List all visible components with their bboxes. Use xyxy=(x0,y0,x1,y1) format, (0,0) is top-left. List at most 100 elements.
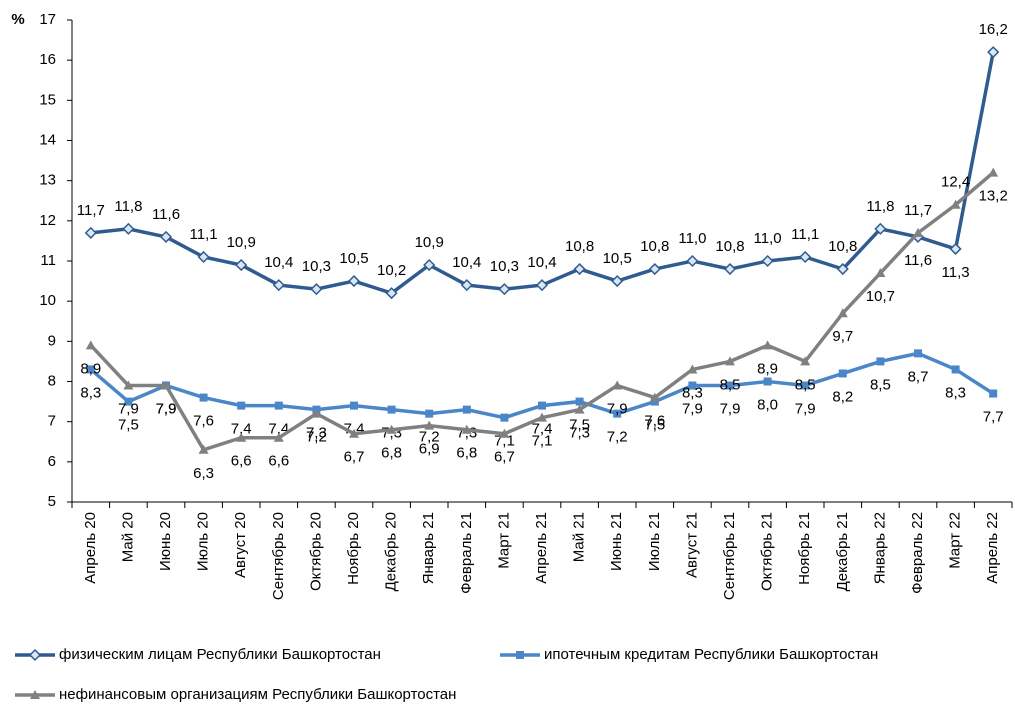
point xyxy=(28,648,42,662)
data-label: 8,0 xyxy=(757,396,778,413)
y-tick-label: 16 xyxy=(39,51,56,68)
data-label: 6,9 xyxy=(419,441,440,458)
point xyxy=(914,349,922,358)
data-label: 10,9 xyxy=(227,234,256,251)
x-tick-label: Май 20 xyxy=(119,512,136,562)
point xyxy=(875,268,886,278)
point xyxy=(725,356,735,366)
x-tick-label: Июнь 20 xyxy=(157,512,174,571)
point xyxy=(726,381,734,390)
point xyxy=(949,242,962,256)
data-label: 10,5 xyxy=(603,250,632,267)
data-label: 11,1 xyxy=(791,226,819,243)
data-label: 7,9 xyxy=(156,400,177,417)
x-tick-label: Ноябрь 21 xyxy=(796,512,813,585)
point xyxy=(613,409,622,418)
point xyxy=(236,432,247,442)
point xyxy=(349,428,359,438)
point xyxy=(837,308,848,318)
data-label: 8,7 xyxy=(908,368,929,385)
x-tick-label: Март 21 xyxy=(495,512,512,569)
point xyxy=(500,413,509,422)
point xyxy=(516,651,524,659)
y-tick-label: 8 xyxy=(48,372,56,389)
data-label: 11,7 xyxy=(77,202,105,219)
point xyxy=(648,262,661,276)
data-label: 6,7 xyxy=(344,449,365,466)
point xyxy=(762,340,773,350)
data-label: 10,8 xyxy=(828,238,857,255)
data-label: 8,3 xyxy=(945,384,966,401)
point xyxy=(423,258,436,272)
point xyxy=(801,381,810,390)
data-label: 11,0 xyxy=(678,230,706,247)
point xyxy=(161,380,171,390)
data-label: 7,9 xyxy=(795,400,816,417)
point xyxy=(538,401,546,410)
point xyxy=(573,262,586,276)
x-tick-label: Март 22 xyxy=(947,512,964,569)
data-label: 7,2 xyxy=(306,429,327,446)
point xyxy=(612,380,623,390)
point xyxy=(385,287,398,300)
point xyxy=(461,424,472,434)
data-label: 8,3 xyxy=(80,384,101,401)
x-tick-label: Сентябрь 20 xyxy=(270,512,287,600)
point xyxy=(688,381,697,390)
point xyxy=(460,279,473,292)
data-label: 6,7 xyxy=(494,449,515,466)
data-label: 10,7 xyxy=(866,288,895,305)
data-label: 10,3 xyxy=(490,258,519,275)
x-tick-label: Июнь 21 xyxy=(608,512,625,571)
data-label: 16,2 xyxy=(979,21,1008,38)
data-label: 11,1 xyxy=(190,226,218,243)
point xyxy=(387,405,396,414)
data-label: 11,8 xyxy=(866,198,894,215)
y-tick-label: 17 xyxy=(39,11,56,28)
y-tick-label: 13 xyxy=(39,172,56,189)
point xyxy=(650,397,659,406)
data-label: 7,9 xyxy=(607,400,628,417)
point xyxy=(462,405,471,414)
x-tick-label: Декабрь 20 xyxy=(383,512,400,591)
point xyxy=(574,404,585,414)
data-label: 11,8 xyxy=(114,198,142,215)
x-tick-label: Апрель 20 xyxy=(82,512,99,584)
point xyxy=(874,222,887,235)
data-label: 6,6 xyxy=(231,453,252,470)
point xyxy=(987,46,1000,59)
y-tick-label: 9 xyxy=(48,332,56,349)
data-label: 10,4 xyxy=(527,254,556,271)
y-tick-label: 14 xyxy=(39,131,56,148)
point xyxy=(537,412,547,422)
y-tick-label: 7 xyxy=(48,413,56,430)
point xyxy=(535,279,549,292)
point xyxy=(84,226,97,239)
point xyxy=(425,409,434,418)
x-tick-label: Июль 20 xyxy=(195,512,212,571)
point xyxy=(988,167,999,177)
series: 8,37,57,97,67,47,47,37,47,37,27,37,17,47… xyxy=(80,349,1004,450)
y-tick-label: 10 xyxy=(39,292,56,309)
x-tick-label: Апрель 21 xyxy=(533,512,550,584)
x-tick-label: Ноябрь 20 xyxy=(345,512,362,585)
data-label: 7,9 xyxy=(682,400,703,417)
legend-label: физическим лицам Республики Башкортостан xyxy=(59,646,381,663)
data-label: 13,2 xyxy=(979,188,1008,205)
data-label: 7,9 xyxy=(156,400,177,417)
x-tick-label: Май 21 xyxy=(571,512,588,562)
data-label: 7,1 xyxy=(532,433,553,450)
point xyxy=(799,250,812,264)
data-label: 10,5 xyxy=(339,250,368,267)
point xyxy=(424,420,435,430)
data-label: 7,9 xyxy=(720,400,741,417)
data-label: 10,4 xyxy=(452,254,481,271)
data-label: 10,8 xyxy=(565,238,594,255)
point xyxy=(273,432,284,442)
y-tick-label: 5 xyxy=(48,493,56,510)
point xyxy=(350,401,358,410)
data-label: 9,7 xyxy=(832,328,853,345)
x-tick-label: Январь 22 xyxy=(871,512,888,584)
data-label: 11,7 xyxy=(904,202,932,219)
point xyxy=(159,230,173,243)
